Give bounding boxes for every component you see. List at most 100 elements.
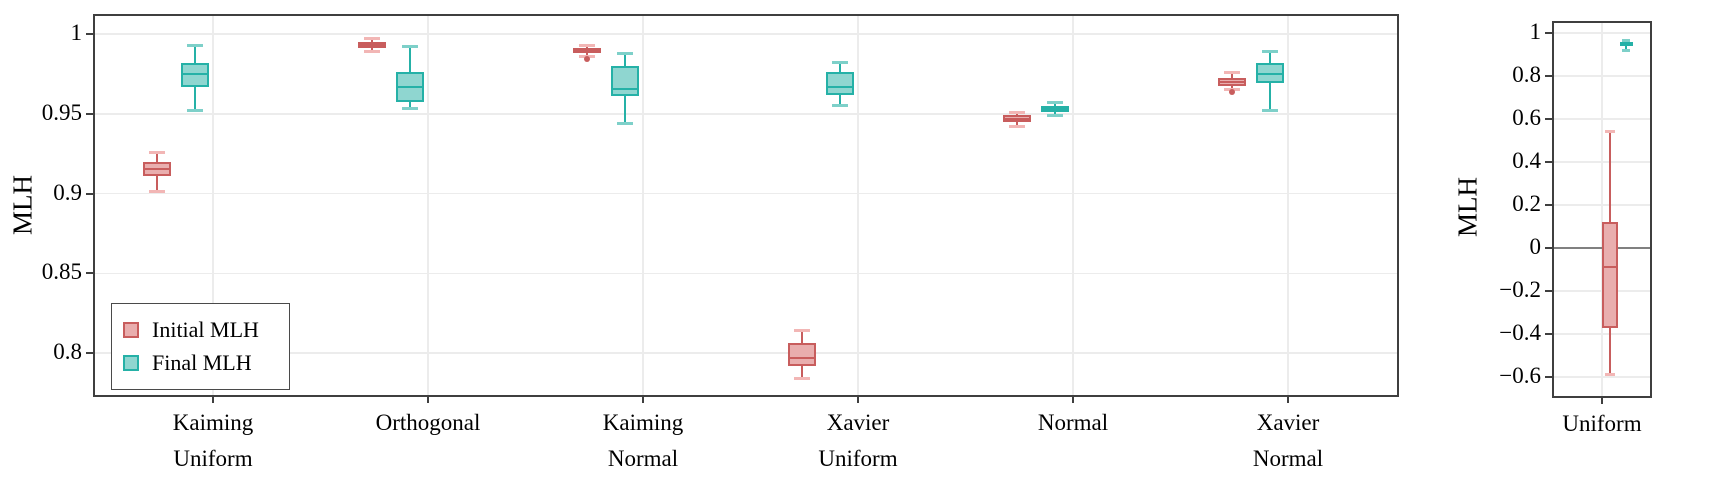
whisker-cap (187, 109, 203, 113)
v-gridline (1072, 16, 1074, 395)
y-tick-label: 1 (70, 19, 83, 45)
left-y-axis-label: MLH (7, 175, 38, 235)
y-tick-mark (86, 272, 93, 275)
v-gridline (212, 16, 214, 395)
y-tick-label: 0.8 (53, 338, 82, 364)
median-line (828, 85, 852, 88)
median-line (613, 88, 637, 91)
median-line (1220, 80, 1244, 83)
median-line (575, 49, 599, 52)
v-gridline (1287, 16, 1289, 395)
x-tick-mark (1287, 397, 1289, 403)
y-tick-mark (1545, 289, 1552, 292)
x-tick-label: Kaiming Normal (603, 405, 684, 477)
y-tick-mark (86, 112, 93, 115)
median-line (1621, 42, 1631, 45)
whisker-cap (364, 50, 380, 54)
median-line (790, 356, 814, 359)
box (611, 65, 639, 97)
y-tick-label: 0.85 (41, 259, 82, 285)
x-tick-label-line: Xavier (1256, 410, 1320, 435)
h-gridline (1554, 204, 1650, 206)
x-tick-label-line: Normal (1252, 446, 1324, 471)
median-line (360, 44, 384, 47)
y-tick-mark (1545, 117, 1552, 120)
whisker-cap (402, 107, 418, 111)
h-gridline (95, 272, 1397, 275)
box (826, 72, 854, 95)
x-tick-label-line: Uniform (818, 446, 898, 471)
x-tick-label: Kaiming Uniform (173, 405, 254, 477)
y-tick-mark (86, 33, 93, 36)
h-gridline (95, 352, 1397, 354)
v-gridline (857, 16, 859, 395)
y-tick-mark (1545, 375, 1552, 378)
box (788, 343, 816, 366)
whisker-cap (187, 43, 203, 47)
x-tick-label: Orthogonal (376, 405, 481, 441)
h-gridline (1554, 118, 1650, 120)
outlier-dot (1229, 89, 1235, 96)
y-tick-mark (1545, 74, 1552, 77)
y-tick-mark (1545, 160, 1552, 163)
y-tick-mark (86, 192, 93, 195)
x-tick-label-line: Orthogonal (375, 410, 481, 435)
v-gridline (427, 16, 429, 395)
legend: Initial MLH Final MLH (111, 303, 290, 390)
whisker-cap (149, 190, 165, 194)
whisker-cap (794, 377, 810, 381)
x-tick-label-line: Uniform (1562, 411, 1642, 436)
median-line (145, 167, 169, 170)
x-tick-label-line: Xavier (826, 410, 890, 435)
outlier-dot (584, 55, 590, 62)
y-tick-mark (86, 352, 93, 355)
h-gridline (1554, 161, 1650, 163)
whisker-cap (149, 150, 165, 154)
h-gridline (1554, 376, 1650, 378)
y-tick-mark (1545, 246, 1552, 249)
whisker-cap (794, 329, 810, 333)
h-gridline (1554, 333, 1650, 335)
y-tick-label: 0.4 (1512, 147, 1541, 173)
box (1602, 222, 1618, 328)
whisker-cap (832, 104, 848, 108)
x-tick-label: Uniform (1562, 406, 1641, 442)
h-gridline (1554, 75, 1650, 77)
legend-item-final-mlh: Final MLH (123, 350, 289, 376)
whisker-cap (617, 51, 633, 55)
legend-label-initial-mlh: Initial MLH (152, 317, 259, 342)
h-gridline (95, 192, 1397, 195)
y-tick-mark (1545, 332, 1552, 335)
whisker-cap (1262, 50, 1278, 54)
y-tick-label: 0.6 (1512, 104, 1541, 130)
whisker-cap (1605, 130, 1615, 134)
v-gridline (642, 16, 644, 395)
panel-right: 1 0.8 0.6 0.4 0.2 0 −0.2 −0.4 −0.6 Uniform (1499, 19, 1652, 436)
whisker-cap (364, 37, 380, 41)
legend-label-final-mlh: Final MLH (152, 350, 252, 375)
y-tick-mark (1545, 203, 1552, 206)
h-gridline (1554, 32, 1650, 34)
whisker-cap (1605, 373, 1615, 377)
y-tick-label: 0.2 (1512, 190, 1541, 216)
y-tick-label: 0.9 (53, 179, 82, 205)
panel-left: 1 0.95 0.9 0.85 0.8 Kaiming Uniform Orthogonal K… (42, 14, 1399, 471)
whisker-cap (1047, 113, 1063, 117)
x-tick-label: Normal (1038, 405, 1108, 441)
x-tick-mark (427, 397, 429, 403)
median-line (1258, 72, 1282, 75)
x-tick-mark (1601, 398, 1603, 404)
whisker-cap (1047, 101, 1063, 105)
whisker-cap (617, 121, 633, 125)
x-tick-label-line: Normal (607, 446, 679, 471)
x-tick-mark (1072, 397, 1074, 403)
x-tick-label-line: Kaiming (172, 410, 254, 435)
whisker-cap (579, 43, 595, 47)
whisker-cap (402, 45, 418, 49)
x-tick-label-line: Normal (1037, 410, 1109, 435)
x-tick-mark (212, 397, 214, 403)
y-tick-mark (1545, 31, 1552, 34)
median-line (1005, 117, 1029, 120)
whisker-cap (1224, 70, 1240, 74)
